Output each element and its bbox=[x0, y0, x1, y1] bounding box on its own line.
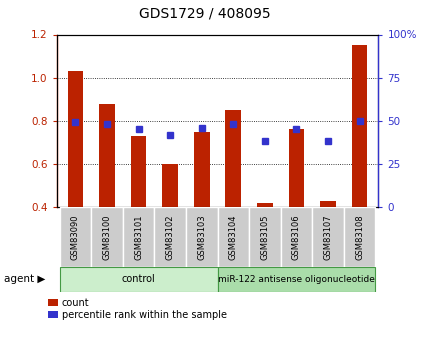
Text: control: control bbox=[122, 275, 155, 284]
Text: GSM83108: GSM83108 bbox=[354, 214, 363, 260]
Bar bbox=[194, 131, 209, 207]
Text: GSM83103: GSM83103 bbox=[197, 214, 206, 260]
Bar bbox=[59, 207, 91, 267]
Bar bbox=[91, 207, 122, 267]
Bar bbox=[225, 110, 240, 207]
Text: GSM83107: GSM83107 bbox=[323, 214, 332, 260]
Text: GSM83105: GSM83105 bbox=[260, 215, 269, 260]
Bar bbox=[185, 207, 217, 267]
Bar bbox=[217, 207, 249, 267]
Bar bbox=[162, 164, 178, 207]
Text: agent ▶: agent ▶ bbox=[4, 275, 46, 284]
Bar bbox=[288, 129, 304, 207]
Bar bbox=[280, 207, 312, 267]
Bar bbox=[130, 136, 146, 207]
Bar bbox=[122, 207, 154, 267]
Text: GDS1729 / 408095: GDS1729 / 408095 bbox=[138, 7, 270, 21]
Text: GSM83106: GSM83106 bbox=[291, 214, 300, 260]
Bar bbox=[67, 71, 83, 207]
Legend: count, percentile rank within the sample: count, percentile rank within the sample bbox=[48, 298, 227, 320]
Bar bbox=[99, 104, 115, 207]
Text: GSM83090: GSM83090 bbox=[71, 215, 80, 260]
Bar bbox=[59, 267, 217, 292]
Bar bbox=[217, 267, 375, 292]
Text: GSM83102: GSM83102 bbox=[165, 215, 174, 260]
Text: GSM83101: GSM83101 bbox=[134, 215, 143, 260]
Bar bbox=[312, 207, 343, 267]
Bar bbox=[256, 203, 272, 207]
Text: GSM83104: GSM83104 bbox=[228, 215, 237, 260]
Bar bbox=[154, 207, 185, 267]
Bar bbox=[249, 207, 280, 267]
Text: GSM83100: GSM83100 bbox=[102, 215, 111, 260]
Bar bbox=[319, 200, 335, 207]
Bar bbox=[351, 45, 367, 207]
Text: miR-122 antisense oligonucleotide: miR-122 antisense oligonucleotide bbox=[217, 275, 374, 284]
Bar bbox=[343, 207, 375, 267]
